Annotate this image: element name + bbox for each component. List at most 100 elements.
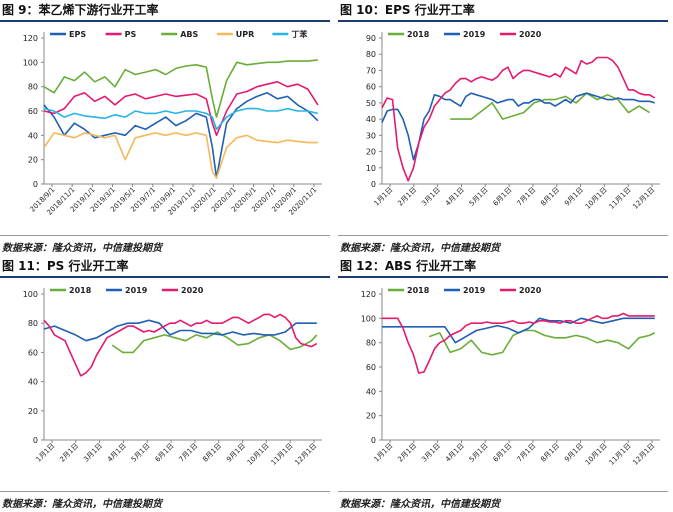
y-tick-label: 40 — [366, 387, 376, 396]
y-tick-label: 60 — [28, 107, 38, 116]
legend-label: EPS — [69, 30, 86, 39]
x-tick-label: 8月1日 — [539, 442, 561, 464]
source-divider — [338, 235, 668, 236]
y-tick-label: 90 — [366, 34, 376, 43]
legend-label: UPR — [236, 30, 255, 39]
source-note: 数据来源：隆众资讯，中信建投期货 — [2, 499, 162, 510]
figure-panel: 图 9：苯乙烯下游行业开工率 0 20 40 60 80 100 120 2018/9/1 20… — [0, 0, 332, 256]
x-tick-label: 3月1日 — [420, 442, 442, 464]
legend-label: 2020 — [519, 286, 542, 295]
series-line — [381, 56, 656, 182]
y-tick-label: 30 — [366, 131, 376, 140]
line-chart: 0 10 20 30 40 50 60 70 80 90 1月1日 2月1日 3月1日 4月1日 5月1日 6… — [366, 30, 660, 211]
x-tick-label: 8月1日 — [539, 186, 561, 208]
y-tick-label: 10 — [366, 164, 376, 173]
x-tick-label: 1月1日 — [373, 186, 395, 208]
x-tick-label: 7月1日 — [515, 442, 537, 464]
x-tick-label: 2月1日 — [396, 186, 418, 208]
x-tick-label: 11月1日 — [608, 442, 633, 467]
source-divider — [0, 491, 330, 492]
y-tick-label: 0 — [33, 180, 38, 189]
x-tick-label: 2月1日 — [396, 442, 418, 464]
y-tick-label: 0 — [33, 436, 38, 445]
y-tick-label: 100 — [361, 314, 376, 323]
x-tick-label: 8月1日 — [201, 442, 223, 464]
y-tick-label: 120 — [23, 34, 38, 43]
y-tick-label: 80 — [28, 83, 38, 92]
y-tick-label: 60 — [28, 348, 38, 357]
x-tick-label: 12月1日 — [293, 442, 318, 467]
line-chart: 0 20 40 60 80 100 120 1月1日 2月1日 3月1日 4月1日 5月1日 6月1日 7… — [361, 286, 660, 467]
figure-title: 图 12：ABS 行业开工率 — [340, 259, 477, 273]
x-tick-label: 3月1日 — [420, 186, 442, 208]
series-line — [43, 59, 318, 118]
y-tick-label: 40 — [28, 131, 38, 140]
line-chart: 0204060801001202018/9/12018/11/12019/1/1… — [23, 29, 322, 217]
source-note: 数据来源：隆众资讯，中信建投期货 — [340, 499, 500, 510]
x-tick-label: 5月1日 — [468, 186, 490, 208]
x-tick-label: 9月1日 — [225, 442, 247, 464]
y-tick-label: 20 — [28, 156, 38, 165]
y-tick-label: 20 — [366, 412, 376, 421]
x-tick-label: 2月1日 — [58, 442, 80, 464]
x-tick-label: 5月1日 — [130, 442, 152, 464]
x-tick-label: 10月1日 — [246, 442, 271, 467]
legend-label: 2018 — [407, 30, 430, 39]
legend-label: 丁苯 — [291, 29, 308, 39]
x-tick-label: 11月1日 — [270, 442, 295, 467]
y-tick-label: 60 — [366, 363, 376, 372]
x-tick-label: 4月1日 — [444, 442, 466, 464]
legend-label: 2019 — [125, 286, 148, 295]
figure-title: 图 11：PS 行业开工率 — [2, 259, 129, 273]
y-tick-label: 50 — [366, 99, 376, 108]
legend-label: 2018 — [69, 286, 92, 295]
x-tick-label: 6月1日 — [492, 442, 514, 464]
x-tick-label: 9月1日 — [563, 186, 585, 208]
figure-title: 图 10：EPS 行业开工率 — [340, 3, 475, 17]
series-line — [382, 312, 655, 374]
y-tick-label: 20 — [366, 148, 376, 157]
source-note: 数据来源：隆众资讯，中信建投期货 — [340, 243, 500, 254]
line-chart: 0 20 40 60 80 100 1月1日 2月1日 3月1日 4月1日 5月1日 6月1日 7月1日… — [23, 286, 322, 467]
x-tick-label: 10月1日 — [584, 186, 609, 211]
x-tick-label: 1月1日 — [373, 442, 395, 464]
y-tick-label: 70 — [366, 66, 376, 75]
y-tick-label: 80 — [366, 339, 376, 348]
title-divider — [0, 20, 330, 22]
figure-panel: 图 12：ABS 行业开工率 0 20 40 60 80 100 120 1月1日 2月1日 3月… — [338, 256, 670, 512]
y-tick-label: 20 — [28, 407, 38, 416]
series-line — [450, 92, 650, 120]
series-line — [43, 132, 318, 179]
series-line — [43, 92, 319, 179]
y-tick-label: 100 — [23, 58, 38, 67]
title-divider — [338, 20, 668, 22]
y-tick-label: 0 — [371, 436, 376, 445]
series-line — [428, 329, 656, 356]
x-tick-label: 7月1日 — [177, 442, 199, 464]
series-line — [111, 331, 318, 354]
legend-label: 2019 — [463, 30, 486, 39]
x-tick-label: 5月1日 — [468, 442, 490, 464]
x-tick-label: 3月1日 — [82, 442, 104, 464]
y-tick-label: 100 — [23, 290, 38, 299]
x-tick-label: 10月1日 — [584, 442, 609, 467]
figure-panel: 图 11：PS 行业开工率 0 20 40 60 80 100 1月1日 2月1日 3月1日 4月… — [0, 256, 332, 512]
x-tick-label: 9月1日 — [563, 442, 585, 464]
y-tick-label: 80 — [366, 50, 376, 59]
source-divider — [0, 235, 330, 236]
source-note: 数据来源：隆众资讯，中信建投期货 — [2, 243, 162, 254]
x-tick-label: 7月1日 — [515, 186, 537, 208]
legend-label: 2020 — [519, 30, 542, 39]
y-tick-label: 60 — [366, 83, 376, 92]
x-tick-label: 4月1日 — [106, 442, 128, 464]
y-tick-label: 120 — [361, 290, 376, 299]
series-line — [381, 92, 656, 161]
series-line — [43, 80, 319, 137]
series-line — [43, 107, 319, 131]
series-line — [382, 317, 655, 344]
legend-label: 2020 — [181, 286, 204, 295]
y-tick-label: 0 — [371, 180, 376, 189]
y-tick-label: 40 — [28, 378, 38, 387]
x-tick-label: 6月1日 — [154, 442, 176, 464]
x-tick-label: 11月1日 — [608, 186, 633, 211]
